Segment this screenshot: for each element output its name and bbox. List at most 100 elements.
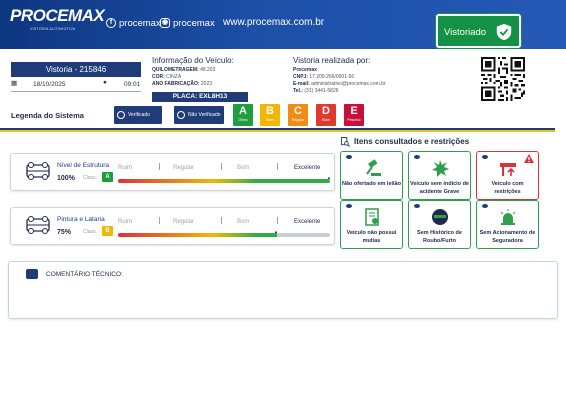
date-time-row: ▦ 18/10/2025 ● 09:01 [11, 78, 141, 92]
gavel-icon [366, 159, 381, 176]
eye-slash-icon [177, 111, 185, 119]
company-phone: Tel.: (31) 3441-5826 [293, 88, 339, 94]
level-label: Ruim [118, 165, 133, 171]
grade-letter: E [350, 105, 358, 117]
level-label: Excelente [294, 219, 321, 225]
comment-icon [26, 269, 38, 279]
consultation-item: Não ofertado em leilão [340, 151, 403, 200]
grade-letter: B [266, 105, 274, 117]
clock-icon: ● [103, 79, 107, 86]
level-separator [221, 163, 222, 170]
consultation-item: Sem Histórico de Roubo/Furto [408, 200, 471, 249]
company-title: Vistoria realizada por: [293, 56, 371, 65]
vehicle-color: COR: CINZA [152, 74, 182, 80]
grade-c-badge: C Regular [288, 104, 308, 126]
assessment-percent: 75% [57, 229, 72, 236]
warning-icon [524, 154, 534, 163]
calendar-icon: ▦ [11, 80, 18, 87]
consultation-item: Veículo não possui multas [340, 200, 403, 249]
barrier-icon [500, 163, 516, 176]
technical-comment-panel: COMENTÁRIO TÉCNICO: [8, 261, 558, 319]
crash-icon [432, 160, 449, 177]
grade-e-badge: E Péssimo [344, 104, 364, 126]
assessment-card: Pintura e Lataria 75% Class. B Ruim Regular Bo… [10, 207, 335, 245]
legend-title: Legenda do Sistema [11, 111, 84, 120]
eye-icon [117, 111, 125, 119]
document-search-icon [341, 137, 350, 147]
company-name: Procemax [293, 67, 317, 73]
grade-name: Ótimo [238, 118, 248, 122]
legend-verified-label: Verificado [128, 112, 150, 118]
assessment-name: Nível de Estrutura [57, 162, 110, 169]
consultations-title: Itens consultados e restrições [354, 137, 470, 146]
consultation-label: Sem Histórico de Roubo/Furto [417, 230, 462, 244]
grade-letter: C [294, 105, 302, 117]
legend-not-verified-label: Não Verificado [188, 112, 221, 118]
level-label: Excelente [294, 165, 321, 171]
grade-a-badge: A Ótimo [233, 104, 253, 126]
assessment-bar-fill [118, 179, 330, 183]
eye-icon [414, 204, 420, 208]
grade-b-badge: B Bom [260, 104, 280, 126]
thief-icon [432, 209, 448, 225]
vehicle-year: ANO FABRICAÇÃO: 2023 [152, 81, 213, 87]
grade-letter: A [239, 105, 247, 117]
facebook-icon: f [106, 18, 116, 28]
alarm-icon [500, 209, 516, 225]
vistoriado-label: Vistoriado [444, 27, 487, 38]
inspection-time: 09:01 [124, 81, 141, 88]
consultation-label: Veículo não possui multas [346, 230, 397, 244]
assessment-class-label: Class. [83, 175, 97, 181]
eye-icon [482, 204, 488, 208]
vehicle-mileage: QUILOMETRAGEM: 48.203 [152, 67, 216, 73]
instagram-link[interactable]: ◉ procemax [160, 16, 215, 30]
level-marker-icon: ▲ [274, 229, 278, 234]
qr-code [481, 57, 525, 101]
level-label: Regular [173, 219, 195, 225]
shield-check-icon [496, 23, 512, 41]
instagram-handle: procemax [173, 17, 215, 29]
grade-name: Regular [291, 118, 305, 122]
level-marker-icon: ▲ [327, 175, 331, 180]
eye-icon [346, 204, 352, 208]
assessment-class-label: Class. [83, 229, 97, 235]
consultation-label: Sem Acionamento de Seguradora [479, 230, 536, 244]
assessment-bar [118, 233, 330, 237]
level-separator [277, 163, 278, 170]
consultation-item: Veículo sem indício de acidente Grave [408, 151, 471, 200]
technical-comment-title: COMENTÁRIO TÉCNICO: [46, 271, 123, 278]
inspection-id: Vistoria - 215846 [11, 62, 141, 77]
car-body-icon [26, 216, 50, 234]
grade-letter: D [322, 105, 330, 117]
vistoriado-badge: Vistoriado [436, 14, 521, 48]
header-bar: PROCEMAX VISTORIA AUTOMOTIVA f procemax … [0, 0, 566, 49]
inspection-date: 18/10/2025 [33, 81, 66, 88]
assessment-name: Pintura e Lataria [57, 216, 105, 223]
level-separator [277, 217, 278, 224]
assessment-bar [118, 179, 330, 183]
eye-icon [414, 155, 420, 159]
vehicle-info-title: Informação do Veículo: [152, 56, 234, 65]
legend-verified: Verificado [114, 106, 162, 124]
grade-d-badge: D Ruim [316, 104, 336, 126]
facebook-handle: procemax [119, 17, 161, 29]
section-divider [0, 128, 555, 132]
consultation-label: Veículo sem indício de acidente Grave [410, 181, 469, 195]
instagram-icon: ◉ [160, 18, 170, 28]
plate-badge: PLACA: EXL8H13 [152, 92, 248, 102]
consultation-item: Veículo com restrições [476, 151, 539, 200]
assessment-bar-fill [118, 233, 277, 237]
grade-name: Bom [266, 118, 274, 122]
level-label: Bom [237, 165, 250, 171]
consultation-label: Veículo com restrições [491, 181, 524, 195]
level-separator [221, 217, 222, 224]
eye-icon [346, 155, 352, 159]
company-email: E-mail: administrativo@procemax.com.br [293, 81, 386, 87]
facebook-link[interactable]: f procemax [106, 16, 161, 30]
brand-logo: PROCEMAX [10, 6, 105, 25]
company-cnpj: CNPJ: 17.209.266/0001-56 [293, 74, 355, 80]
consultation-item: Sem Acionamento de Seguradora [476, 200, 539, 249]
ticket-icon [365, 208, 379, 226]
website-link[interactable]: www.procemax.com.br [223, 17, 325, 28]
grade-name: Ruim [321, 118, 331, 122]
